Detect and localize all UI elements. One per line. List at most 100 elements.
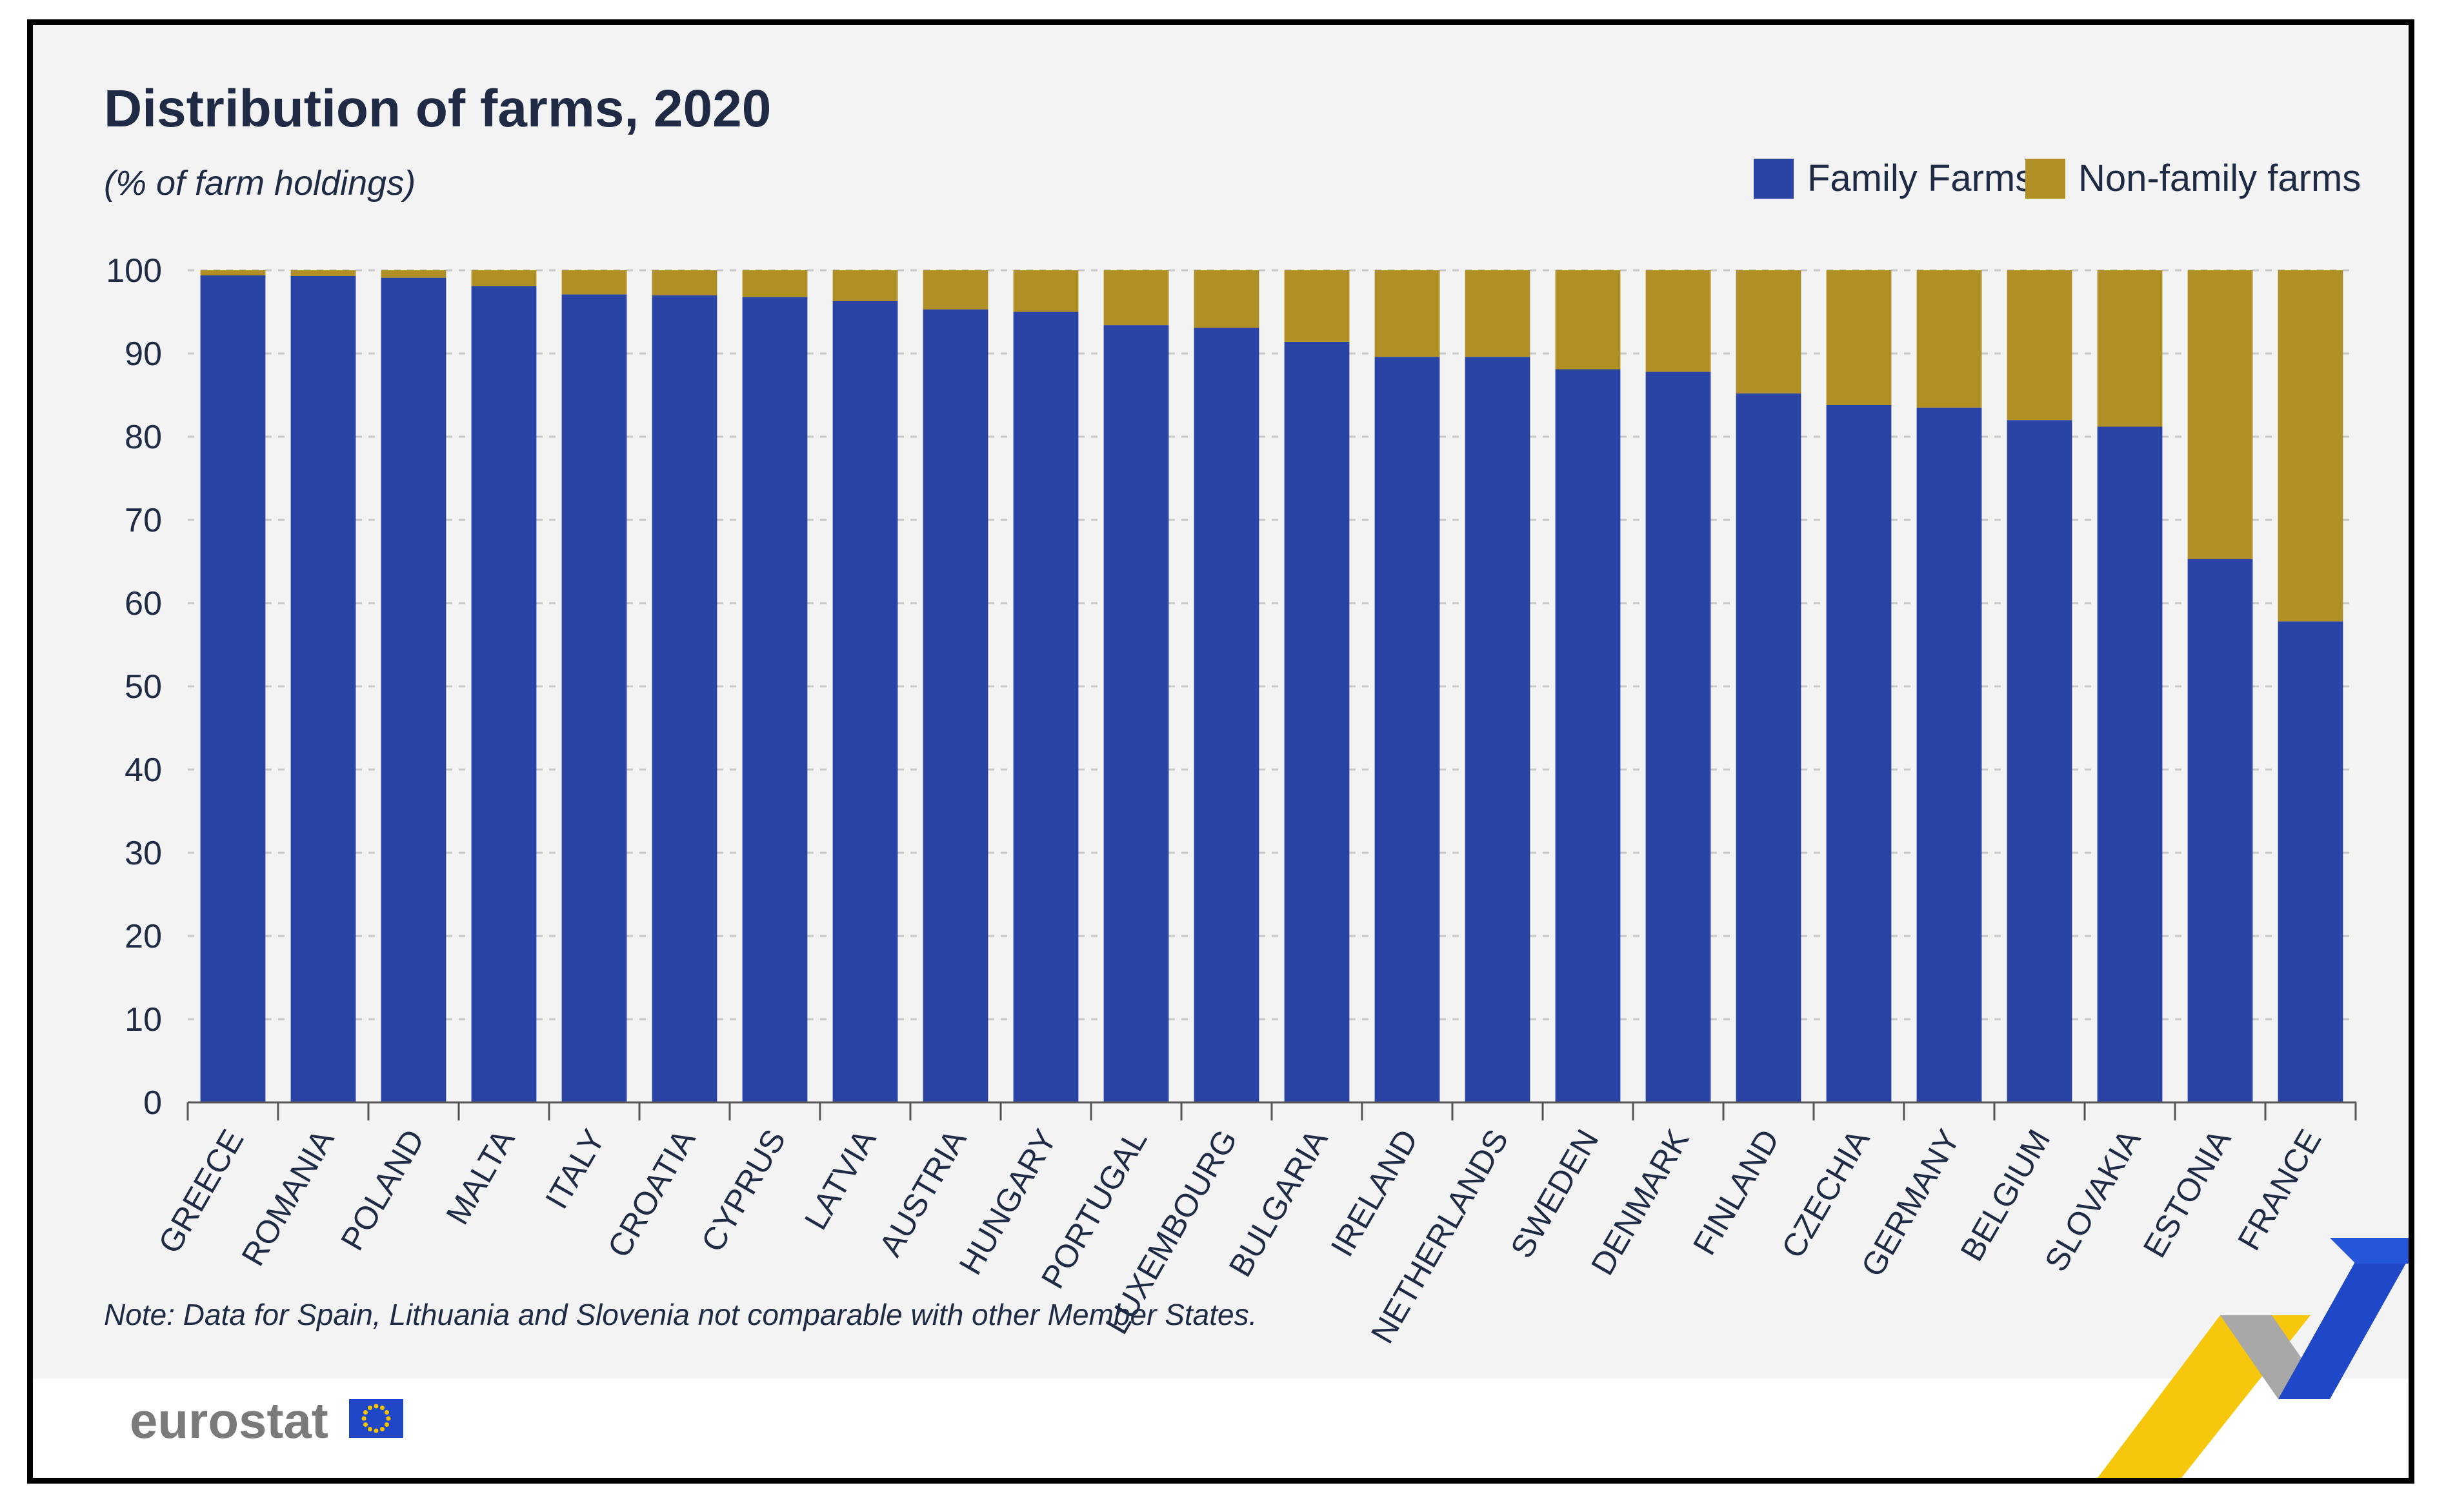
eu-star-icon: [361, 1416, 366, 1421]
bar-non-family-finland: [1736, 270, 1801, 393]
bar-non-family-malta: [471, 270, 537, 286]
y-tick-label: 10: [125, 1001, 162, 1039]
bar-family-italy: [561, 294, 627, 1102]
bar-non-family-belgium: [2007, 270, 2072, 421]
x-tick-label: BELGIUM: [1953, 1124, 2057, 1268]
bar-non-family-latvia: [832, 270, 898, 301]
bar-family-bulgaria: [1284, 341, 1350, 1102]
bar-family-hungary: [1013, 312, 1079, 1102]
bar-non-family-czechia: [1826, 270, 1892, 405]
bar-family-czechia: [1826, 405, 1892, 1102]
chart-title: Distribution of farms, 2020: [104, 79, 771, 138]
y-tick-label: 50: [125, 668, 162, 706]
x-tick-label: CROATIA: [601, 1123, 703, 1264]
bar-family-cyprus: [742, 297, 808, 1102]
bar-non-family-portugal: [1103, 270, 1169, 326]
eurostat-logo: eurostat: [130, 1392, 328, 1449]
y-tick-label: 90: [125, 335, 162, 373]
bar-non-family-italy: [561, 270, 627, 295]
x-tick-label: POLAND: [334, 1124, 431, 1257]
bars: [200, 270, 2343, 1103]
chart-frame: Distribution of farms, 2020 (% of farm h…: [27, 19, 2414, 1484]
bar-family-ireland: [1374, 357, 1440, 1103]
bar-family-estonia: [2187, 559, 2253, 1102]
x-tick-label: GREECE: [151, 1124, 250, 1260]
y-tick-label: 100: [106, 252, 162, 290]
bar-family-denmark: [1645, 372, 1711, 1102]
bar-family-belgium: [2007, 420, 2072, 1103]
y-tick-label: 70: [125, 502, 162, 539]
bar-non-family-france: [2278, 270, 2343, 622]
bar-non-family-hungary: [1013, 270, 1079, 312]
bar-non-family-poland: [381, 270, 446, 278]
legend: Family Farms Non-family farms: [1754, 157, 2361, 199]
x-tick-label: ROMANIA: [234, 1123, 341, 1272]
eu-star-icon: [374, 1404, 379, 1409]
bar-family-poland: [381, 277, 446, 1103]
footnote: Note: Data for Spain, Lithuania and Slov…: [104, 1298, 1257, 1331]
chart: Distribution of farms, 2020 (% of farm h…: [104, 79, 2409, 1478]
legend-swatch-family-farms: [1754, 159, 1794, 199]
bar-non-family-greece: [200, 270, 266, 275]
bar-family-slovakia: [2097, 426, 2163, 1102]
bar-family-portugal: [1103, 325, 1169, 1103]
bar-non-family-romania: [290, 270, 356, 276]
eu-star-icon: [385, 1422, 389, 1427]
eu-star-icon: [374, 1428, 379, 1433]
y-tick-label: 40: [125, 751, 162, 789]
bar-non-family-germany: [1916, 270, 1982, 408]
eu-star-icon: [380, 1427, 385, 1431]
bar-non-family-cyprus: [742, 270, 808, 297]
y-tick-label: 0: [143, 1084, 162, 1122]
eurostat-ribbon-icon: [2098, 1238, 2409, 1478]
gridlines: [188, 269, 2356, 1020]
bar-non-family-croatia: [652, 270, 717, 295]
x-tick-label: LATVIA: [797, 1123, 883, 1236]
bar-family-greece: [200, 275, 266, 1103]
x-tick-label: IRELAND: [1324, 1124, 1425, 1263]
eu-star-icon: [368, 1406, 372, 1410]
x-tick-label: MALTA: [439, 1123, 521, 1231]
x-tick-label: ESTONIA: [2136, 1123, 2238, 1264]
x-tick-label: FRANCE: [2230, 1124, 2328, 1257]
bar-family-latvia: [832, 301, 898, 1103]
bar-family-finland: [1736, 393, 1801, 1102]
x-tick-label: SWEDEN: [1503, 1124, 1605, 1264]
bar-family-sweden: [1555, 369, 1621, 1102]
bar-family-austria: [923, 309, 988, 1103]
bar-non-family-slovakia: [2097, 270, 2163, 427]
bar-family-germany: [1916, 407, 1982, 1102]
legend-label-non-family-farms: Non-family farms: [2078, 157, 2361, 199]
bar-family-luxembourg: [1194, 328, 1259, 1102]
bar-non-family-luxembourg: [1194, 270, 1259, 328]
legend-label-family-farms: Family Farms: [1807, 157, 2034, 199]
bar-family-romania: [290, 276, 356, 1102]
x-tick-label: AUSTRIA: [872, 1123, 974, 1262]
y-tick-label: 20: [125, 918, 162, 955]
eu-star-icon: [380, 1406, 385, 1410]
x-tick-label: CZECHIA: [1774, 1123, 1877, 1264]
x-tick-label: CYPRUS: [694, 1124, 793, 1258]
bar-non-family-austria: [923, 270, 988, 310]
legend-swatch-non-family-farms: [2025, 159, 2065, 199]
eu-star-icon: [363, 1422, 368, 1427]
eu-flag-icon: [349, 1399, 403, 1438]
bar-non-family-denmark: [1645, 270, 1711, 372]
bar-family-netherlands: [1465, 357, 1530, 1103]
eu-star-icon: [363, 1410, 368, 1415]
bar-non-family-bulgaria: [1284, 270, 1350, 342]
bar-non-family-netherlands: [1465, 270, 1530, 357]
bar-non-family-ireland: [1374, 270, 1440, 357]
eu-star-icon: [386, 1416, 391, 1421]
x-axis: [186, 1101, 2357, 1120]
bar-family-croatia: [652, 295, 717, 1103]
eu-star-icon: [385, 1410, 389, 1415]
x-tick-label: ITALY: [538, 1124, 612, 1215]
x-tick-label: FINLAND: [1686, 1124, 1786, 1261]
bar-non-family-sweden: [1555, 270, 1621, 370]
y-tick-label: 30: [125, 835, 162, 872]
y-axis-ticks: 0 10 20 30 40 50 60 70 80 90 100: [106, 252, 162, 1122]
y-tick-label: 60: [125, 585, 162, 622]
bar-family-france: [2278, 621, 2343, 1102]
bar-non-family-estonia: [2187, 270, 2253, 559]
